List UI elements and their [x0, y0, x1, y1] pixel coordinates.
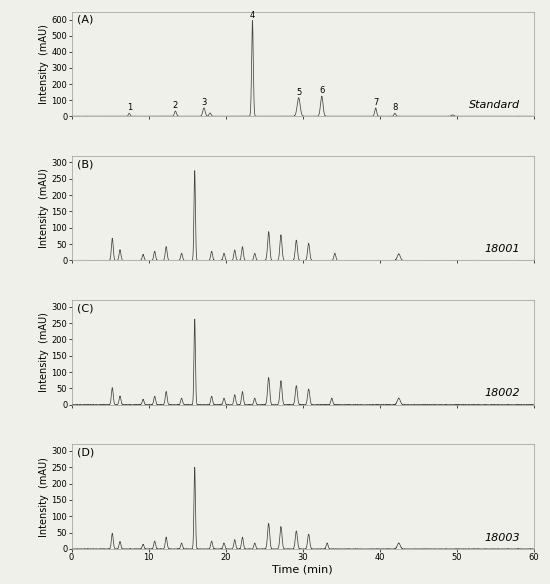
Text: 5: 5: [296, 88, 301, 97]
Text: 8: 8: [392, 103, 398, 112]
Y-axis label: Intensity  (mAU): Intensity (mAU): [39, 168, 49, 248]
Text: (B): (B): [77, 159, 94, 169]
Text: Standard: Standard: [469, 100, 520, 110]
Text: 3: 3: [201, 98, 207, 107]
Text: 2: 2: [173, 101, 178, 110]
Text: (D): (D): [77, 447, 94, 458]
Text: (A): (A): [77, 15, 94, 25]
Text: 7: 7: [373, 98, 378, 107]
Y-axis label: Intensity  (mAU): Intensity (mAU): [39, 24, 49, 104]
Text: 18002: 18002: [484, 388, 520, 398]
Text: 18001: 18001: [484, 244, 520, 254]
Text: 18003: 18003: [484, 533, 520, 543]
Y-axis label: Intensity  (mAU): Intensity (mAU): [39, 457, 49, 537]
X-axis label: Time (min): Time (min): [272, 565, 333, 575]
Text: (C): (C): [77, 303, 94, 314]
Text: 6: 6: [319, 86, 324, 95]
Text: 4: 4: [250, 11, 255, 19]
Y-axis label: Intensity  (mAU): Intensity (mAU): [39, 312, 49, 392]
Text: 1: 1: [126, 103, 132, 112]
